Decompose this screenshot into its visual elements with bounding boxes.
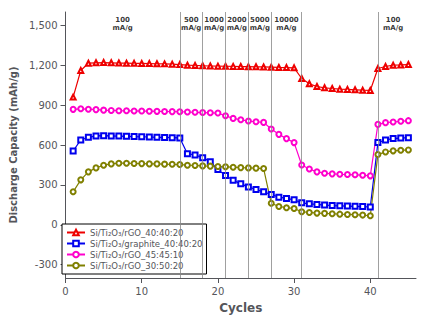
svg-text:mA/g: mA/g bbox=[383, 24, 403, 32]
svg-text:10000: 10000 bbox=[274, 16, 298, 24]
svg-text:mA/g: mA/g bbox=[227, 24, 247, 32]
svg-text:100: 100 bbox=[115, 16, 130, 24]
svg-text:20: 20 bbox=[212, 286, 225, 297]
svg-text:-300: -300 bbox=[35, 259, 58, 270]
svg-text:30: 30 bbox=[288, 286, 301, 297]
svg-text:mA/g: mA/g bbox=[204, 24, 224, 32]
svg-text:mA/g: mA/g bbox=[181, 24, 201, 32]
svg-text:0: 0 bbox=[62, 286, 68, 297]
svg-text:5000: 5000 bbox=[250, 16, 270, 24]
svg-text:Si/Ti₂O₃/rGO_40:40:20: Si/Ti₂O₃/rGO_40:40:20 bbox=[90, 228, 183, 238]
svg-text:Si/Ti₂O₃/rGO_30:50:20: Si/Ti₂O₃/rGO_30:50:20 bbox=[90, 261, 183, 271]
svg-text:Si/Ti₂O₃/rGO_45:45:10: Si/Ti₂O₃/rGO_45:45:10 bbox=[90, 250, 183, 260]
svg-text:1000: 1000 bbox=[204, 16, 224, 24]
svg-text:2000: 2000 bbox=[227, 16, 247, 24]
svg-text:mA/g: mA/g bbox=[113, 24, 133, 32]
svg-text:mA/g: mA/g bbox=[276, 24, 296, 32]
svg-text:Discharge Capacity (mAh/g): Discharge Capacity (mAh/g) bbox=[8, 66, 19, 223]
svg-text:1,200: 1,200 bbox=[29, 60, 58, 71]
svg-text:40: 40 bbox=[364, 286, 377, 297]
svg-text:300: 300 bbox=[38, 179, 57, 190]
svg-text:0: 0 bbox=[51, 219, 57, 230]
svg-text:1,500: 1,500 bbox=[29, 20, 58, 31]
svg-text:100: 100 bbox=[386, 16, 401, 24]
svg-text:600: 600 bbox=[38, 140, 57, 151]
svg-text:500: 500 bbox=[184, 16, 199, 24]
svg-text:Cycles: Cycles bbox=[219, 301, 262, 315]
svg-text:Si/Ti₂O₃/graphite_40:40:20: Si/Ti₂O₃/graphite_40:40:20 bbox=[90, 239, 203, 249]
svg-text:mA/g: mA/g bbox=[250, 24, 270, 32]
svg-text:900: 900 bbox=[38, 100, 57, 111]
svg-text:10: 10 bbox=[135, 286, 148, 297]
